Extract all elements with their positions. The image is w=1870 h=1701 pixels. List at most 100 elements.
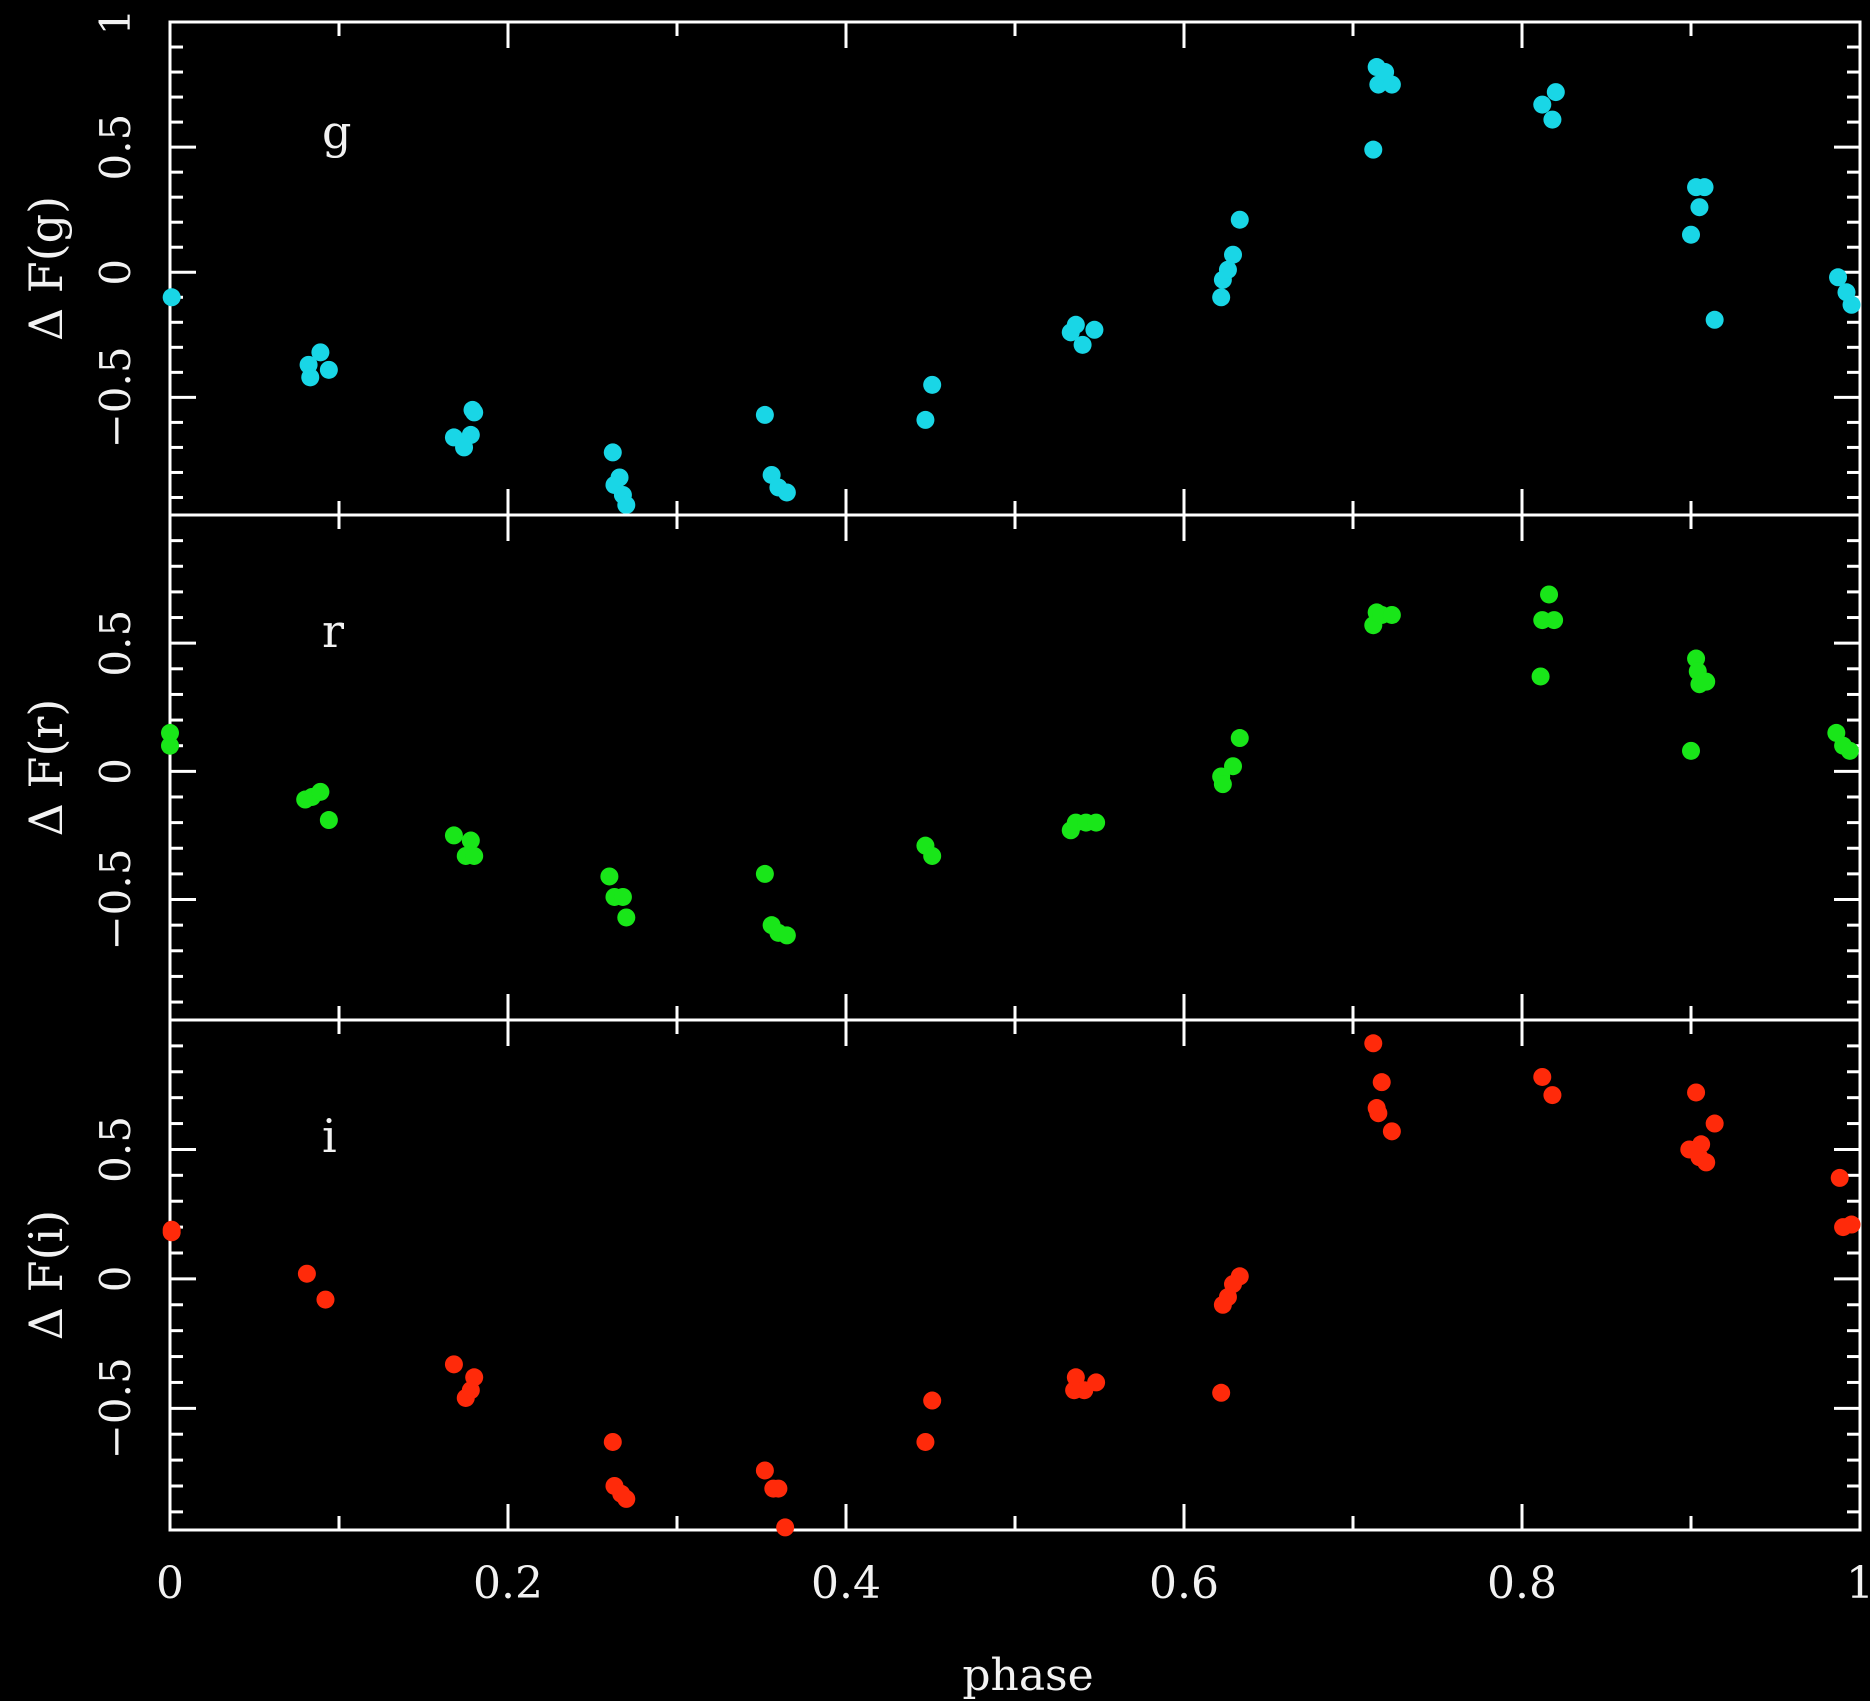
data-point [610, 468, 629, 487]
data-point [1545, 611, 1564, 630]
data-point [1533, 1067, 1552, 1086]
data-point [1695, 178, 1714, 197]
data-point [1690, 198, 1709, 217]
data-point [923, 1391, 942, 1410]
data-point [603, 443, 622, 462]
data-point [1682, 225, 1700, 244]
y-tick-label: −0.5 [91, 346, 140, 448]
y-tick-label: 0 [91, 758, 140, 785]
data-point [1066, 315, 1085, 334]
data-point [923, 375, 942, 394]
data-point [319, 360, 338, 379]
data-point [1230, 210, 1249, 229]
data-point [1212, 288, 1231, 307]
data-point [311, 782, 330, 801]
data-point [1066, 1368, 1085, 1387]
data-point [161, 736, 179, 755]
y-tick-label: 0.5 [91, 114, 140, 181]
data-point [316, 1290, 335, 1309]
y-axis-label: Δ F(g) [19, 196, 73, 341]
data-point [1531, 667, 1550, 686]
data-point [1369, 1104, 1388, 1123]
data-point [1697, 672, 1716, 691]
data-point [1692, 1135, 1711, 1154]
data-point [916, 410, 935, 429]
data-point [777, 483, 796, 502]
data-point [1543, 110, 1562, 129]
data-point [1540, 585, 1559, 604]
data-point [1533, 95, 1552, 114]
data-point [1230, 729, 1249, 748]
data-point [1842, 1215, 1861, 1234]
data-point [1829, 268, 1848, 287]
data-point [755, 1461, 774, 1480]
data-point [1087, 1373, 1106, 1392]
x-tick-label: 0.8 [1487, 1558, 1557, 1609]
y-tick-label: 0 [91, 1266, 140, 1293]
data-point [617, 495, 636, 514]
data-point [319, 811, 338, 830]
data-point [1842, 295, 1861, 314]
data-point [461, 831, 480, 850]
data-point [1372, 1073, 1391, 1092]
data-point [1364, 1034, 1383, 1053]
data-point [297, 1264, 316, 1283]
data-point [161, 723, 179, 742]
data-point [465, 403, 484, 422]
band-label: i [322, 1109, 337, 1163]
panel-i: 0.5 0 −0.5 Δ F(i) i [19, 1018, 1862, 1537]
data-point [311, 343, 330, 362]
data-point [1085, 320, 1104, 339]
data-point [777, 926, 796, 945]
data-point [444, 1355, 463, 1374]
y-tick-label: 1 [91, 9, 140, 36]
data-point [162, 288, 181, 307]
x-tick-label: 0.6 [1149, 1558, 1219, 1609]
data-point [301, 368, 320, 387]
x-tick-label: 0.4 [811, 1558, 881, 1609]
data-point [1546, 83, 1565, 102]
data-point [1830, 1168, 1849, 1187]
series-i [162, 1034, 1861, 1537]
y-tick-label: 0 [91, 259, 140, 286]
x-tick-label: 1 [1846, 1558, 1870, 1609]
series-g [162, 58, 1861, 514]
data-point [603, 1432, 622, 1451]
data-point [600, 867, 619, 886]
data-point [776, 1518, 795, 1537]
data-point [465, 1368, 484, 1387]
data-point [444, 826, 463, 845]
y-tick-label: −0.5 [91, 849, 140, 951]
data-point [1382, 75, 1401, 94]
data-point [1543, 1086, 1562, 1105]
data-point [1212, 1383, 1231, 1402]
y-tick-label: 0.5 [91, 1116, 140, 1183]
data-point [1705, 1114, 1724, 1133]
y-tick-label: 0.5 [91, 610, 140, 677]
data-point [1382, 1122, 1401, 1141]
data-point [461, 425, 480, 444]
data-point [769, 1479, 788, 1498]
x-axis-label: phase [962, 1650, 1093, 1701]
data-point [1840, 741, 1859, 760]
data-point [617, 908, 636, 927]
data-point [465, 846, 484, 865]
band-label: r [322, 604, 344, 658]
band-label: g [322, 105, 351, 159]
data-point [1382, 605, 1401, 624]
data-point [1218, 260, 1237, 279]
x-tick-label: 0.2 [473, 1558, 543, 1609]
y-axis-label: Δ F(i) [19, 1210, 73, 1340]
data-point [1213, 775, 1232, 794]
panels: 1 0.5 0 −0.5 Δ F(g) g 0.5 0 −0.5 Δ F(r) r 0.5 0 −0.5 Δ… [19, 9, 1862, 1537]
data-point [613, 887, 632, 906]
data-point [755, 405, 774, 424]
panel-g: 1 0.5 0 −0.5 Δ F(g) g [19, 9, 1862, 517]
data-point [162, 1223, 181, 1242]
data-point [617, 1489, 636, 1508]
data-point [1224, 757, 1243, 776]
data-point [923, 846, 942, 865]
data-point [1230, 1267, 1249, 1286]
y-axis-label: Δ F(r) [19, 699, 73, 837]
